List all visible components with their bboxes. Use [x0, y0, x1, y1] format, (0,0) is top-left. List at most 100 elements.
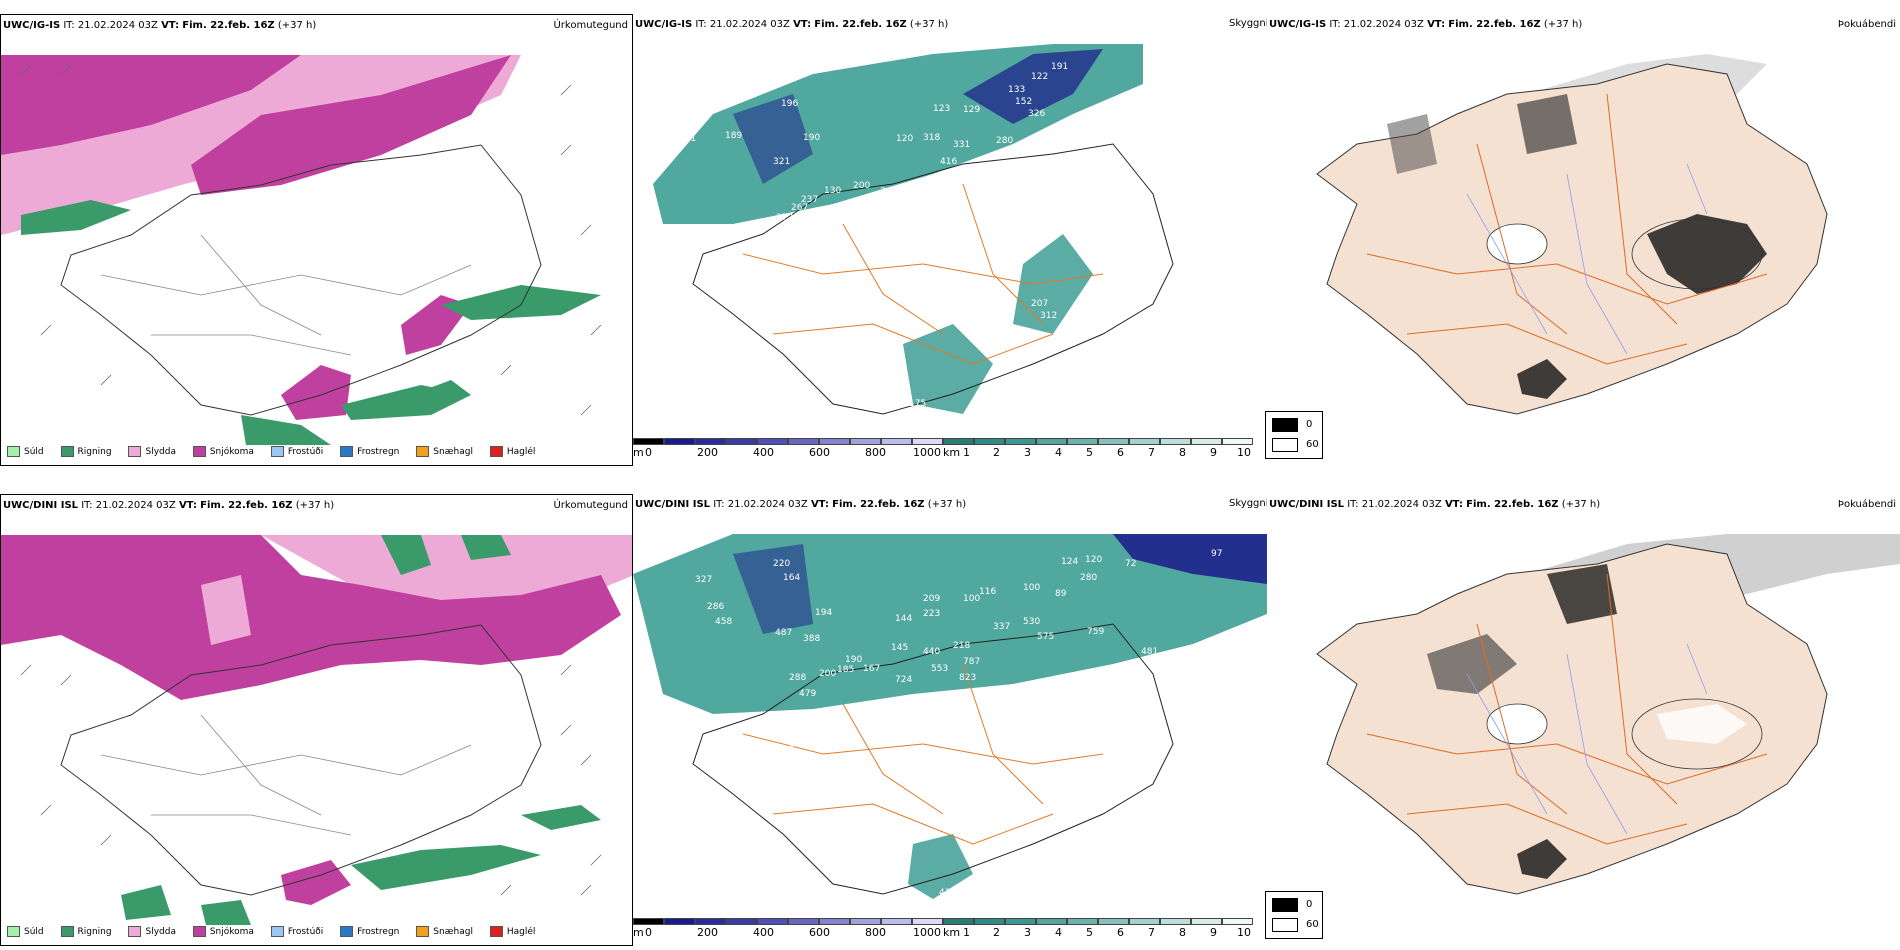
cloud-base-unit: m	[633, 926, 644, 939]
rain-area	[461, 535, 511, 560]
legend-item: Rigning	[60, 446, 112, 457]
elevation-label: 72	[1125, 559, 1136, 569]
lead-time: (+37 h)	[277, 20, 317, 31]
fog-area	[1387, 114, 1437, 174]
elevation-label: 209	[923, 594, 940, 604]
model-name: UWC/DINI ISL	[1269, 499, 1345, 510]
fog-area	[1517, 359, 1567, 399]
visibility-map: 191 122 133 152 326 123 129 280 120 318 …	[653, 44, 1174, 439]
elevation-labels: 97 72 124 120 280 220 327 164 286 458 48…	[695, 549, 1222, 898]
visibility-map: 97 72 124 120 280 220 327 164 286 458 48…	[633, 534, 1267, 899]
elevation-label: 759	[1087, 627, 1104, 637]
fog-index-key-top: 0 60	[1265, 411, 1323, 459]
elevation-label: 487	[775, 628, 792, 638]
elevation-label: 327	[695, 575, 712, 585]
panel-header: UWC/DINI ISL IT: 21.02.2024 03Z VT: Fim.…	[3, 500, 628, 511]
fog-key-swatch-high	[1272, 418, 1298, 432]
elevation-label: 108	[793, 731, 810, 741]
elevation-label: 237	[801, 195, 818, 205]
legend-item: Haglél	[489, 446, 535, 457]
legend-item: Súld	[7, 446, 44, 457]
legend-item: Slydda	[128, 926, 176, 937]
elevation-label: 145	[891, 643, 908, 653]
glacier	[1486, 223, 1548, 265]
elevation-label: 130	[1095, 287, 1112, 297]
elevation-label: 553	[931, 664, 948, 674]
elevation-label: 78	[929, 429, 941, 439]
legend-swatch	[7, 446, 20, 457]
elevation-label: 288	[789, 673, 806, 683]
elevation-label: 433	[939, 888, 956, 898]
rain-area	[381, 535, 431, 575]
elevation-label: 116	[979, 587, 996, 597]
elevation-label: 164	[783, 573, 800, 583]
elevation-label: 416	[940, 157, 957, 167]
fog-index-key-bottom: 0 60	[1265, 891, 1323, 939]
snow-area	[191, 55, 511, 195]
panel-header: UWC/IG-IS IT: 21.02.2024 03Z VT: Fim. 22…	[635, 19, 949, 30]
low-cloud-area	[963, 49, 1103, 124]
elevation-label: 207	[1031, 299, 1048, 309]
it-label: IT:	[63, 20, 75, 31]
elevation-label: 99	[783, 745, 795, 755]
low-cloud-area	[1113, 534, 1267, 584]
rain-area	[241, 415, 331, 445]
precip-type-map	[1, 55, 602, 445]
low-cloud-area	[733, 544, 813, 634]
vt-label: VT:	[161, 20, 180, 31]
parameter-name: Þokuábendi	[1837, 19, 1896, 30]
elevation-label: 218	[953, 641, 970, 651]
elevation-label: 231	[696, 103, 713, 113]
precip-type-legend: Súld Rigning Slydda Snjókoma Frostúði Fr…	[7, 926, 549, 937]
elevation-label: 133	[1008, 85, 1025, 95]
elevation-label: 67	[671, 255, 682, 265]
it-value: 21.02.2024 03Z	[77, 20, 158, 31]
cloud-base-unit: m	[633, 446, 644, 459]
elevation-label: 479	[799, 689, 816, 699]
precip-type-legend: Súld Rigning Slydda Snjókoma Frostúði Fr…	[7, 446, 549, 457]
fog-area	[1657, 704, 1747, 744]
coastline	[692, 143, 1174, 415]
fog-area	[1517, 839, 1567, 879]
fog-index-map	[1316, 534, 1900, 895]
legend-swatch	[60, 926, 74, 937]
legend-item: Frostregn	[340, 446, 399, 457]
elevation-label: 226	[721, 97, 738, 107]
elevation-labels: 191 122 133 152 326 123 129 280 120 318 …	[671, 62, 1112, 439]
elevation-label: 152	[1015, 97, 1032, 107]
elevation-label: 223	[923, 609, 940, 619]
legend-item: Rigning	[60, 926, 112, 937]
elevation-label: 326	[1028, 109, 1045, 119]
snow-area	[281, 365, 351, 420]
vt-value: Fim. 22.feb. 16Z	[182, 20, 275, 31]
rain-area	[411, 380, 471, 405]
wind-barbs	[20, 64, 602, 416]
legend-item: Snjókoma	[192, 446, 254, 457]
elevation-label: 446	[679, 117, 696, 127]
elevation-label: 185	[837, 665, 854, 675]
low-visibility-area	[903, 324, 993, 414]
elevation-label: 321	[773, 157, 790, 167]
elevation-label: 312	[1040, 311, 1057, 321]
low-visibility-area	[908, 834, 973, 899]
legend-swatch	[340, 926, 354, 937]
elevation-label: 530	[1023, 617, 1040, 627]
elevation-label: 575	[1037, 632, 1054, 642]
legend-swatch	[416, 446, 430, 457]
elevation-label: 175	[909, 399, 926, 409]
roads	[742, 663, 1104, 845]
parameter-name-skyggni: Skyggni	[1229, 18, 1269, 29]
elevation-label: 129	[963, 105, 980, 115]
roads	[742, 183, 1104, 365]
legend-item: Slydda	[128, 446, 176, 457]
elevation-label: 97	[1211, 549, 1222, 559]
model-name: UWC/IG-IS	[635, 19, 693, 30]
elevation-label: 541	[679, 134, 696, 144]
legend-item: Haglél	[489, 926, 535, 937]
elevation-label: 337	[993, 622, 1010, 632]
elevation-label: 189	[725, 131, 742, 141]
elevation-label: 220	[773, 559, 790, 569]
rivers	[1466, 643, 1708, 835]
elevation-label: 133	[879, 709, 896, 719]
elevation-label: 167	[863, 664, 880, 674]
